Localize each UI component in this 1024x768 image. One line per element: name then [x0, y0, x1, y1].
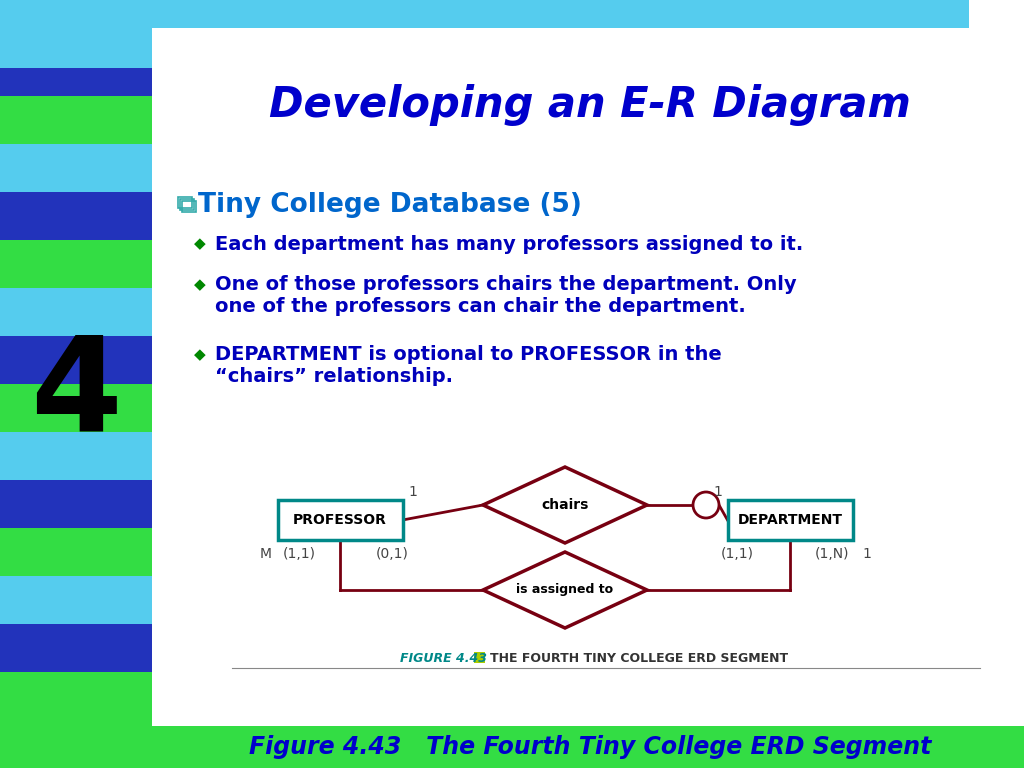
Bar — [0, 336, 152, 384]
Bar — [0, 0, 1024, 68]
Text: M: M — [259, 547, 271, 561]
Text: is assigned to: is assigned to — [516, 584, 613, 597]
Bar — [0, 288, 152, 336]
Bar — [0, 0, 152, 48]
Bar — [0, 528, 152, 576]
Text: DEPARTMENT: DEPARTMENT — [737, 513, 843, 527]
Text: (0,1): (0,1) — [376, 547, 409, 561]
Bar — [152, 28, 1024, 68]
Bar — [0, 720, 152, 768]
Text: (1,1): (1,1) — [283, 547, 316, 561]
Bar — [0, 624, 152, 672]
Circle shape — [693, 492, 719, 518]
Text: 1: 1 — [862, 547, 871, 561]
Text: FIGURE 4.43: FIGURE 4.43 — [400, 651, 487, 664]
Bar — [152, 0, 969, 28]
Bar — [0, 384, 152, 432]
Bar — [0, 480, 152, 528]
Text: (1,1): (1,1) — [721, 547, 754, 561]
Text: THE FOURTH TINY COLLEGE ERD SEGMENT: THE FOURTH TINY COLLEGE ERD SEGMENT — [490, 651, 788, 664]
Polygon shape — [483, 467, 647, 543]
Text: 1: 1 — [713, 485, 722, 499]
Bar — [0, 96, 152, 144]
Polygon shape — [483, 552, 647, 628]
Bar — [278, 500, 402, 540]
Bar — [474, 652, 485, 663]
Bar — [969, 0, 1024, 68]
Bar — [0, 144, 152, 192]
Bar — [152, 0, 1024, 768]
Text: 4: 4 — [30, 332, 122, 458]
Text: PROFESSOR: PROFESSOR — [293, 513, 387, 527]
Bar — [0, 432, 152, 480]
Text: One of those professors chairs the department. Only: One of those professors chairs the depar… — [215, 276, 797, 294]
Text: Tiny College Database (5): Tiny College Database (5) — [198, 192, 582, 218]
Text: Developing an E-R Diagram: Developing an E-R Diagram — [269, 84, 911, 126]
Text: (1,N): (1,N) — [815, 547, 850, 561]
Text: ◆: ◆ — [195, 277, 206, 293]
Text: Each department has many professors assigned to it.: Each department has many professors assi… — [215, 234, 803, 253]
Text: Figure 4.43   The Fourth Tiny College ERD Segment: Figure 4.43 The Fourth Tiny College ERD … — [249, 735, 931, 759]
Bar — [0, 48, 152, 96]
Text: DEPARTMENT is optional to PROFESSOR in the: DEPARTMENT is optional to PROFESSOR in t… — [215, 346, 722, 365]
Bar — [180, 199, 194, 210]
Text: 1: 1 — [408, 485, 417, 499]
Text: “chairs” relationship.: “chairs” relationship. — [215, 368, 453, 386]
Text: chairs: chairs — [542, 498, 589, 512]
Text: ◆: ◆ — [195, 347, 206, 362]
Bar — [0, 576, 152, 624]
Bar — [152, 726, 1024, 768]
Bar — [727, 500, 853, 540]
Text: one of the professors can chair the department.: one of the professors can chair the depa… — [215, 297, 745, 316]
Bar — [0, 192, 152, 240]
Bar — [182, 201, 196, 212]
Bar — [0, 672, 152, 720]
Text: ◆: ◆ — [195, 237, 206, 251]
Bar — [0, 240, 152, 288]
Bar — [178, 197, 193, 208]
